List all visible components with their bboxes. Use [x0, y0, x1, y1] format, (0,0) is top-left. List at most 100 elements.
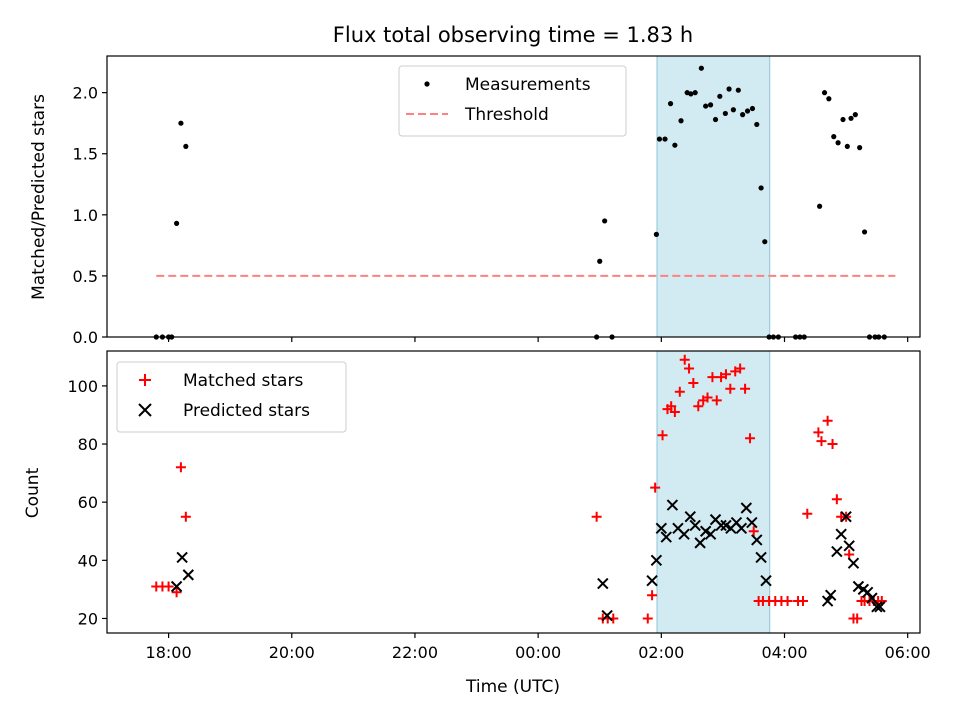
data-point: [178, 120, 184, 126]
data-point: [748, 526, 759, 537]
data-point: [835, 528, 847, 540]
data-point: [816, 436, 827, 447]
y-tick-label: 0.0: [73, 328, 98, 347]
data-point: [735, 522, 748, 535]
data-point: [746, 516, 758, 529]
data-point: [740, 502, 753, 514]
data-point: [678, 528, 690, 540]
data-point: [180, 511, 191, 522]
data-point: [693, 401, 704, 412]
data-point: [831, 545, 843, 558]
data-point: [163, 581, 174, 592]
data-point: [755, 551, 767, 564]
data-point: [844, 143, 850, 150]
data-point: [678, 118, 684, 124]
x-tick-label: 04:00: [761, 643, 807, 662]
data-point: [754, 121, 760, 128]
data-point: [866, 592, 878, 604]
x-tick-label: 00:00: [515, 643, 561, 662]
data-point: [749, 105, 756, 112]
data-point: [735, 87, 741, 93]
data-point: [847, 557, 860, 569]
data-point: [715, 519, 727, 532]
data-point: [835, 140, 841, 146]
data-point: [848, 115, 854, 121]
axes-frame: [106, 55, 921, 338]
data-point: [175, 462, 186, 473]
data-point: [173, 220, 180, 226]
count-panel: 20 40 60 80 100 18:00 20:00 22:00 00:00 02:00 04:0…: [67, 350, 931, 662]
y-tick-label: 20: [78, 609, 98, 628]
data-point: [642, 613, 653, 624]
legend-marker-plus: [139, 374, 151, 386]
data-point: [802, 508, 813, 519]
x-tick-label: 22:00: [392, 643, 438, 662]
data-point: [843, 540, 855, 552]
data-point: [656, 136, 663, 142]
data-point: [689, 519, 701, 532]
data-point: [821, 90, 828, 96]
legend: Matched stars Predicted stars: [116, 361, 347, 433]
legend-label: Matched stars: [183, 371, 303, 391]
data-point: [751, 534, 763, 546]
data-point: [674, 386, 685, 397]
data-point: [744, 108, 751, 114]
x-tick-label: 02:00: [638, 643, 684, 662]
data-point: [824, 589, 837, 601]
data-point: [861, 586, 874, 599]
data-point: [817, 203, 823, 209]
data-point: [688, 91, 694, 97]
x-tick-label: 18:00: [146, 643, 192, 662]
y-tick-label: 40: [78, 551, 98, 570]
y-tick-label: 80: [78, 435, 98, 454]
data-point: [182, 569, 195, 581]
y-tick-label: 100: [67, 377, 98, 396]
data-point: [725, 383, 736, 394]
x-tick-label: 06:00: [885, 643, 931, 662]
data-point: [650, 554, 663, 567]
data-point: [831, 134, 837, 140]
data-point: [657, 430, 668, 441]
data-point: [871, 601, 883, 613]
data-point: [758, 185, 764, 191]
y-tick-label: 1.0: [73, 206, 98, 225]
data-point: [597, 258, 603, 264]
y-axis-label-ratio: Matched/Predicted stars: [29, 94, 49, 300]
data-point: [712, 116, 719, 123]
data-point: [704, 528, 717, 540]
data-point: [660, 531, 672, 543]
data-point: [679, 354, 690, 365]
data-point: [711, 395, 722, 406]
data-point: [688, 377, 699, 388]
data-point: [646, 574, 658, 587]
legend-marker-dot: [424, 81, 430, 87]
legend: Measurements Threshold: [398, 65, 627, 137]
data-point: [672, 142, 678, 148]
data-point: [703, 103, 709, 109]
data-point: [171, 587, 182, 598]
data-point: [591, 511, 602, 522]
data-point: [726, 86, 732, 92]
data-point: [740, 112, 746, 118]
chart-title: Flux total observing time = 1.83 h: [333, 23, 693, 47]
data-point: [694, 537, 706, 549]
data-point: [740, 383, 751, 394]
data-point: [760, 574, 772, 587]
data-point: [669, 407, 680, 418]
data-point: [183, 143, 189, 150]
data-point: [717, 93, 723, 99]
data-point: [857, 145, 863, 151]
data-point: [735, 363, 746, 374]
y-tick-label: 1.5: [73, 145, 98, 164]
data-point: [170, 580, 183, 593]
data-point: [827, 439, 838, 450]
data-point: [666, 401, 677, 412]
legend-label: Predicted stars: [183, 401, 310, 421]
data-point: [797, 596, 808, 607]
data-point: [745, 433, 756, 444]
data-point: [650, 482, 661, 493]
data-point: [720, 369, 731, 380]
data-point: [840, 511, 852, 523]
data-point: [762, 239, 768, 245]
